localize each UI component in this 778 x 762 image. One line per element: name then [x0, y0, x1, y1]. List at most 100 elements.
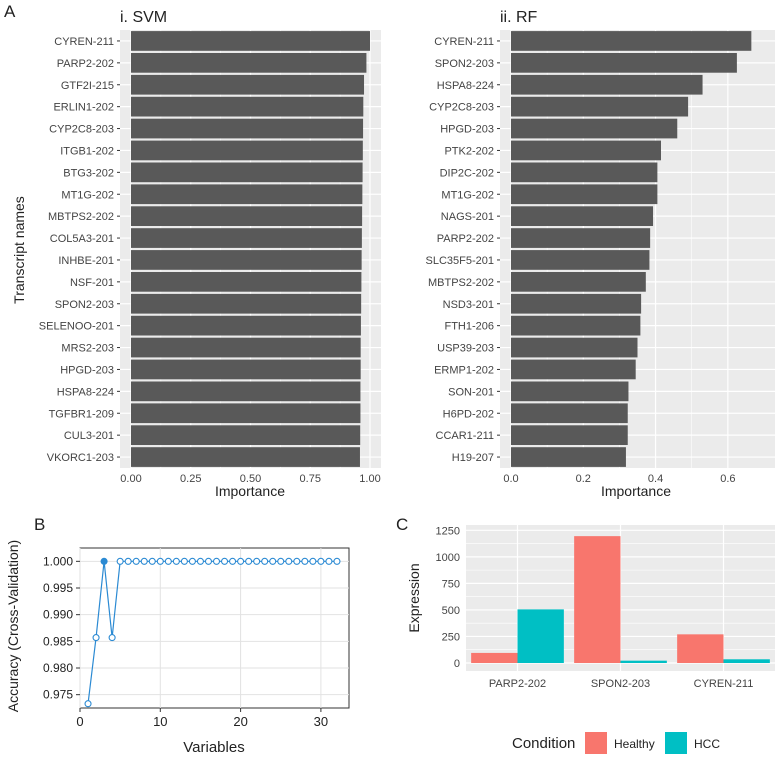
svm-bar-col5a3-201 — [131, 228, 362, 248]
svm-y-tick-label: TGFBR1-209 — [49, 408, 114, 420]
expr-x-tick-label: SPON2-203 — [591, 678, 650, 690]
rf-title: ii. RF — [500, 9, 538, 26]
panel-label-b: B — [34, 515, 45, 534]
svm-y-tick-label: PARP2-202 — [57, 58, 114, 70]
cv-point — [229, 557, 237, 565]
expr-bar-cyren-211-hcc — [723, 659, 770, 663]
svm-bar-cyren-211 — [131, 31, 370, 51]
rf-importance-chart: ii. RF CYREN-211 SPON2-203 HSPA8-224 CYP2C8… — [426, 9, 775, 499]
rf-y-tick-label: USP39-203 — [437, 343, 494, 355]
svm-y-tick-label: MT1G-202 — [61, 189, 114, 201]
svm-y-tick-label: NSF-201 — [70, 277, 114, 289]
legend: Condition Healthy HCC — [512, 732, 720, 754]
svm-bar-hspa8-224 — [131, 381, 361, 402]
cv-point — [237, 557, 245, 565]
svm-bar-spon2-203 — [131, 293, 362, 314]
rf-bar-h6pd-202 — [511, 403, 628, 424]
cv-x-axis-label: Variables — [183, 739, 244, 756]
cv-point — [317, 557, 325, 565]
cv-y-axis-label: Accuracy (Cross-Validation) — [5, 540, 21, 712]
cv-point — [92, 634, 100, 642]
svm-y-tick-label: INHBE-201 — [58, 255, 114, 267]
cv-point — [84, 700, 92, 708]
rf-bar-hpgd-203 — [511, 118, 678, 139]
svm-y-tick-label: GTF2I-215 — [61, 80, 114, 92]
expr-y-axis-label: Expression — [406, 563, 422, 632]
svm-y-tick-label: CYP2C8-203 — [49, 124, 114, 136]
svm-bar-selenoo-201 — [131, 315, 361, 336]
cv-point — [285, 557, 293, 565]
expr-bar-parp2-202-hcc — [517, 609, 564, 663]
rf-y-tick-label: FTH1-206 — [444, 321, 494, 333]
svm-bar-tgfbr1-209 — [131, 403, 361, 424]
rf-bar-ermp1-202 — [511, 359, 636, 380]
cv-x-tick-label: 0 — [76, 714, 83, 729]
svm-bar-btg3-202 — [131, 162, 363, 183]
cv-point — [309, 557, 317, 565]
cv-point — [148, 557, 156, 565]
cv-x-tick-label: 20 — [233, 714, 247, 729]
expr-bar-parp2-202-healthy — [471, 652, 518, 663]
svm-y-tick-label: CUL3-201 — [64, 430, 114, 442]
cv-point — [261, 557, 269, 565]
expr-y-tick-label: 500 — [442, 605, 460, 617]
expr-y-tick-label: 1250 — [436, 525, 460, 537]
svm-y-tick-label: SPON2-203 — [55, 299, 114, 311]
cv-y-tick-label: 0.985 — [43, 634, 73, 648]
svm-bar-cul3-201 — [131, 425, 361, 446]
svm-y-tick-label: ERLIN1-202 — [53, 102, 114, 114]
cv-x-tick-label: 30 — [314, 714, 328, 729]
svm-bar-gtf2i-215 — [131, 74, 365, 95]
expr-y-tick-label: 750 — [442, 578, 460, 590]
svm-bar-mrs2-203 — [131, 337, 361, 358]
cv-point — [220, 557, 229, 565]
svm-y-tick-label: VKORC1-203 — [47, 452, 114, 464]
svm-x-tick-label: 0.00 — [120, 473, 141, 485]
svm-importance-chart: i. SVM CYREN-211 PARP2-202 GTF2I-215 ERLIN1… — [11, 9, 381, 499]
svm-y-tick-label: COL5A3-201 — [50, 233, 114, 245]
legend-swatch-healthy — [585, 732, 607, 754]
rf-bar-slc35f5-201 — [511, 250, 650, 270]
cv-plot-frame — [79, 547, 350, 709]
svm-bar-inhbe-201 — [131, 250, 362, 270]
expr-bar-spon2-203-hcc — [620, 660, 667, 663]
expr-bar-spon2-203-healthy — [574, 536, 621, 663]
cv-point — [124, 557, 132, 565]
svm-bar-parp2-202 — [131, 52, 367, 73]
panel-label-c: C — [396, 515, 408, 534]
rf-y-tick-label: DIP2C-202 — [440, 167, 494, 179]
cv-point — [156, 557, 164, 565]
cv-x-tick-label: 10 — [153, 714, 167, 729]
cv-y-tick-label: 0.980 — [43, 661, 73, 675]
cv-point — [325, 557, 333, 565]
rf-y-tick-label: SLC35F5-201 — [426, 255, 495, 267]
svm-y-tick-label: HPGD-203 — [60, 364, 114, 376]
rf-bar-parp2-202 — [511, 228, 651, 248]
cv-y-tick-label: 0.990 — [43, 608, 73, 622]
rf-bar-cyren-211 — [511, 31, 752, 51]
svm-bar-vkorc1-203 — [131, 447, 360, 467]
expr-y-tick-label: 250 — [442, 631, 460, 643]
rf-x-tick-label: 0.6 — [720, 473, 735, 485]
legend-label-hcc: HCC — [694, 737, 720, 751]
svm-x-axis-label: Importance — [215, 483, 285, 499]
expr-x-tick-label: CYREN-211 — [694, 678, 754, 690]
cv-accuracy-chart: 0 10 20 30 0.975 0.980 0.985 0.990 0.995 1.000 V… — [5, 540, 350, 756]
svm-x-tick-label: 0.25 — [180, 473, 201, 485]
cv-point — [245, 557, 253, 565]
cv-point — [116, 557, 124, 565]
rf-y-tick-label: MBTPS2-202 — [428, 277, 494, 289]
rf-y-tick-label: MT1G-202 — [441, 189, 494, 201]
expression-chart: PARP2-202 SPON2-203 CYREN-211 0 250 500 750 10… — [406, 525, 775, 754]
svm-bar-nsf-201 — [131, 271, 362, 292]
rf-y-tick-label: HSPA8-224 — [437, 80, 494, 92]
rf-y-tick-label: H19-207 — [452, 452, 494, 464]
cv-point — [164, 557, 172, 565]
rf-x-axis-label: Importance — [601, 483, 671, 499]
rf-y-tick-label: SPON2-203 — [435, 58, 494, 70]
svm-y-tick-label: BTG3-202 — [63, 167, 114, 179]
rf-bar-nsd3-201 — [511, 293, 642, 314]
svm-x-tick-label: 0.50 — [240, 473, 261, 485]
cv-point — [204, 557, 213, 565]
